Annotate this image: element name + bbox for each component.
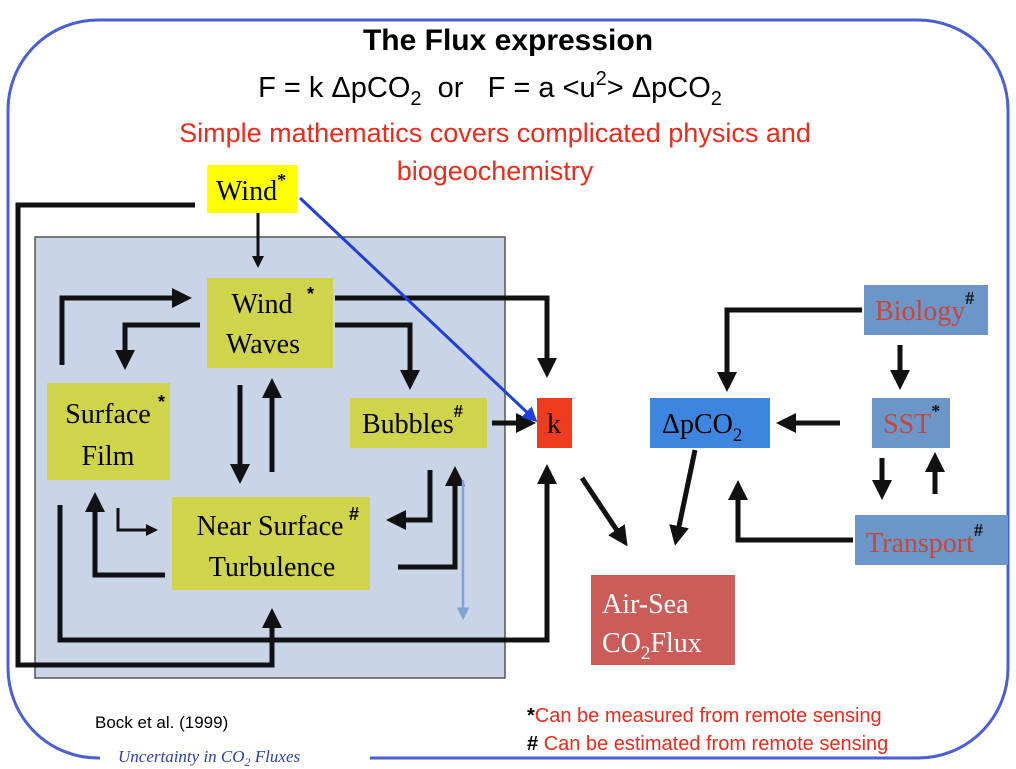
node-label: Air-Sea xyxy=(602,589,689,620)
note-mark: # xyxy=(965,288,974,308)
node-label: Waves xyxy=(226,329,300,360)
node-label: k xyxy=(547,409,561,440)
label-line: ΔpCO xyxy=(662,409,733,440)
eq-sub: 2 xyxy=(711,88,722,110)
footer-part: Fluxes xyxy=(251,747,301,766)
node-label: ΔpCO2 xyxy=(662,409,742,446)
node-label: Turbulence xyxy=(209,552,336,583)
note-mark: * xyxy=(307,284,314,304)
legend-symbol: * xyxy=(527,705,535,727)
node-label: SST* xyxy=(883,401,940,440)
node-label: Film xyxy=(82,441,135,472)
node-label: Surface xyxy=(65,399,151,430)
node-box xyxy=(207,278,333,368)
label-line: Transport xyxy=(866,528,974,559)
eq-sup: 2 xyxy=(596,68,607,90)
legend-item: # Can be estimated from remote sensing xyxy=(527,733,888,755)
eq-part: F = k ΔpCO xyxy=(258,72,410,104)
label-line: CO xyxy=(602,628,641,659)
note-mark: * xyxy=(931,401,940,421)
subtitle: biogeochemistry xyxy=(397,156,594,186)
label-sub: 2 xyxy=(641,643,651,664)
subtitle: Simple mathematics covers complicated ph… xyxy=(179,118,811,148)
legend-text: Can be estimated from remote sensing xyxy=(544,733,889,755)
footer: Uncertainty in CO2 Fluxes xyxy=(118,747,300,769)
footer-part: Uncertainty in CO xyxy=(118,747,245,766)
label-sub: 2 xyxy=(733,425,743,446)
note-mark: # xyxy=(454,401,463,421)
eq-part: > ΔpCO xyxy=(607,72,711,104)
frame xyxy=(6,18,1010,760)
node-box xyxy=(47,383,170,480)
legend-text: Can be measured from remote sensing xyxy=(535,705,882,727)
node-label: Wind* xyxy=(216,170,286,207)
citation: Bock et al. (1999) xyxy=(95,713,228,732)
arrows xyxy=(15,196,945,668)
title: The Flux expression xyxy=(363,24,653,57)
note-mark: # xyxy=(349,504,359,524)
node-label: CO2Flux xyxy=(602,628,702,664)
footer-sub: 2 xyxy=(245,755,251,769)
node-box xyxy=(537,398,572,448)
note-mark: * xyxy=(158,392,165,412)
node-box xyxy=(650,398,770,448)
eq-part: or F = a <u xyxy=(422,72,596,104)
equation: F = k ΔpCO2 or F = a <u2> ΔpCO2 xyxy=(258,68,722,110)
node-label: Wind xyxy=(231,289,292,320)
node-box xyxy=(172,497,370,590)
legend-symbol: # xyxy=(527,733,538,755)
label-line: Wind xyxy=(216,176,277,207)
node-label: Near Surface xyxy=(197,511,344,542)
node-box xyxy=(872,398,950,448)
label-line: Biology xyxy=(875,296,965,327)
note-mark: * xyxy=(277,170,286,190)
legend-item: *Can be measured from remote sensing xyxy=(527,705,882,727)
node-label: Bubbles# xyxy=(362,401,463,440)
node-box xyxy=(855,515,1008,565)
note-mark: # xyxy=(974,520,983,540)
node-box xyxy=(207,165,297,213)
node-box xyxy=(591,575,735,665)
label-line: Flux xyxy=(650,628,701,659)
node-label: Transport# xyxy=(866,520,983,559)
footer-bg xyxy=(100,745,370,769)
node-box xyxy=(864,285,988,335)
eq-sub: 2 xyxy=(410,88,421,110)
node-label: Biology# xyxy=(875,288,974,327)
node-box xyxy=(350,398,487,448)
label-line: SST xyxy=(883,409,931,440)
label-line: Bubbles xyxy=(362,409,454,440)
